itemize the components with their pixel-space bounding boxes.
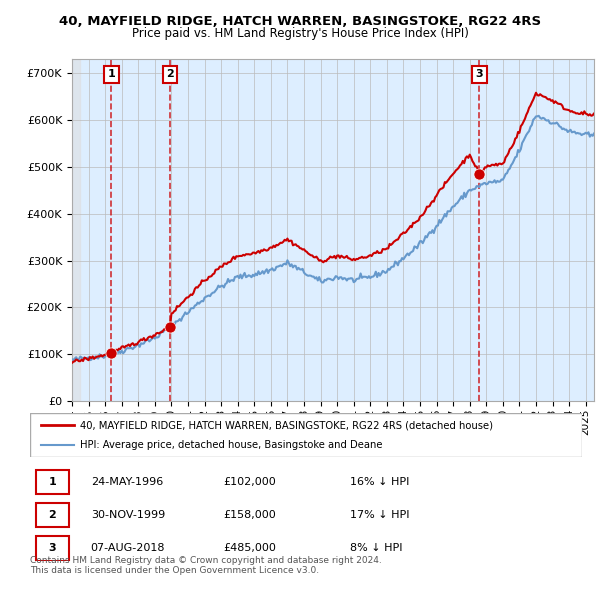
FancyBboxPatch shape — [35, 536, 68, 560]
FancyBboxPatch shape — [35, 503, 68, 527]
Text: 8% ↓ HPI: 8% ↓ HPI — [350, 543, 403, 553]
Text: £158,000: £158,000 — [223, 510, 276, 520]
Text: 17% ↓ HPI: 17% ↓ HPI — [350, 510, 410, 520]
FancyBboxPatch shape — [30, 413, 582, 457]
Text: 16% ↓ HPI: 16% ↓ HPI — [350, 477, 410, 487]
Text: HPI: Average price, detached house, Basingstoke and Deane: HPI: Average price, detached house, Basi… — [80, 440, 382, 450]
Text: £485,000: £485,000 — [223, 543, 276, 553]
Text: £102,000: £102,000 — [223, 477, 276, 487]
Text: 1: 1 — [107, 69, 115, 79]
Text: 2: 2 — [166, 69, 174, 79]
Text: 3: 3 — [48, 543, 56, 553]
Bar — [72, 59, 80, 401]
FancyBboxPatch shape — [35, 470, 68, 494]
Text: 40, MAYFIELD RIDGE, HATCH WARREN, BASINGSTOKE, RG22 4RS (detached house): 40, MAYFIELD RIDGE, HATCH WARREN, BASING… — [80, 421, 493, 430]
Text: Contains HM Land Registry data © Crown copyright and database right 2024.
This d: Contains HM Land Registry data © Crown c… — [30, 556, 382, 575]
Text: 30-NOV-1999: 30-NOV-1999 — [91, 510, 165, 520]
Text: 24-MAY-1996: 24-MAY-1996 — [91, 477, 163, 487]
Text: 07-AUG-2018: 07-AUG-2018 — [91, 543, 165, 553]
Text: 1: 1 — [48, 477, 56, 487]
Text: 40, MAYFIELD RIDGE, HATCH WARREN, BASINGSTOKE, RG22 4RS: 40, MAYFIELD RIDGE, HATCH WARREN, BASING… — [59, 15, 541, 28]
Text: 2: 2 — [48, 510, 56, 520]
Text: Price paid vs. HM Land Registry's House Price Index (HPI): Price paid vs. HM Land Registry's House … — [131, 27, 469, 40]
Text: 3: 3 — [476, 69, 484, 79]
